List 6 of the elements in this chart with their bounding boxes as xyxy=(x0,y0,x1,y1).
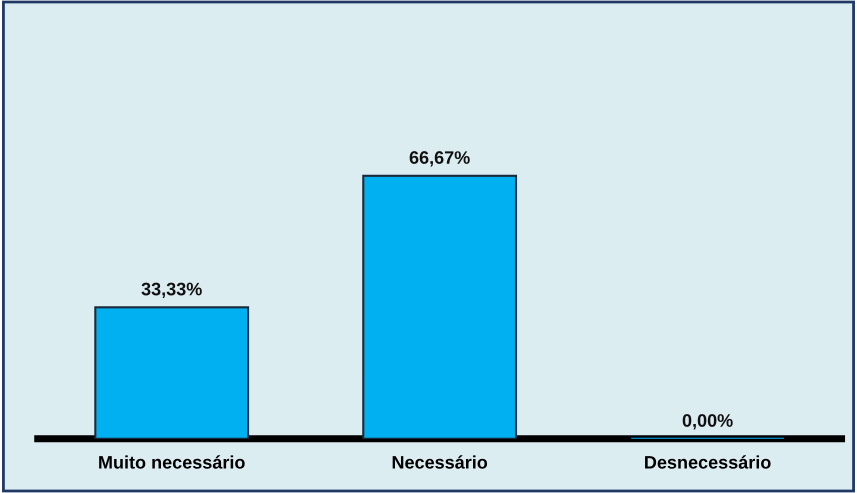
x-tick-label: Muito necessário xyxy=(99,455,245,469)
data-label: 33,33% xyxy=(141,282,202,298)
x-tick-label: Necessário xyxy=(392,455,488,469)
data-label: 66,67% xyxy=(410,151,470,167)
x-tick-label: Desnecessário xyxy=(645,455,771,469)
data-label: 0,00% xyxy=(682,414,733,430)
